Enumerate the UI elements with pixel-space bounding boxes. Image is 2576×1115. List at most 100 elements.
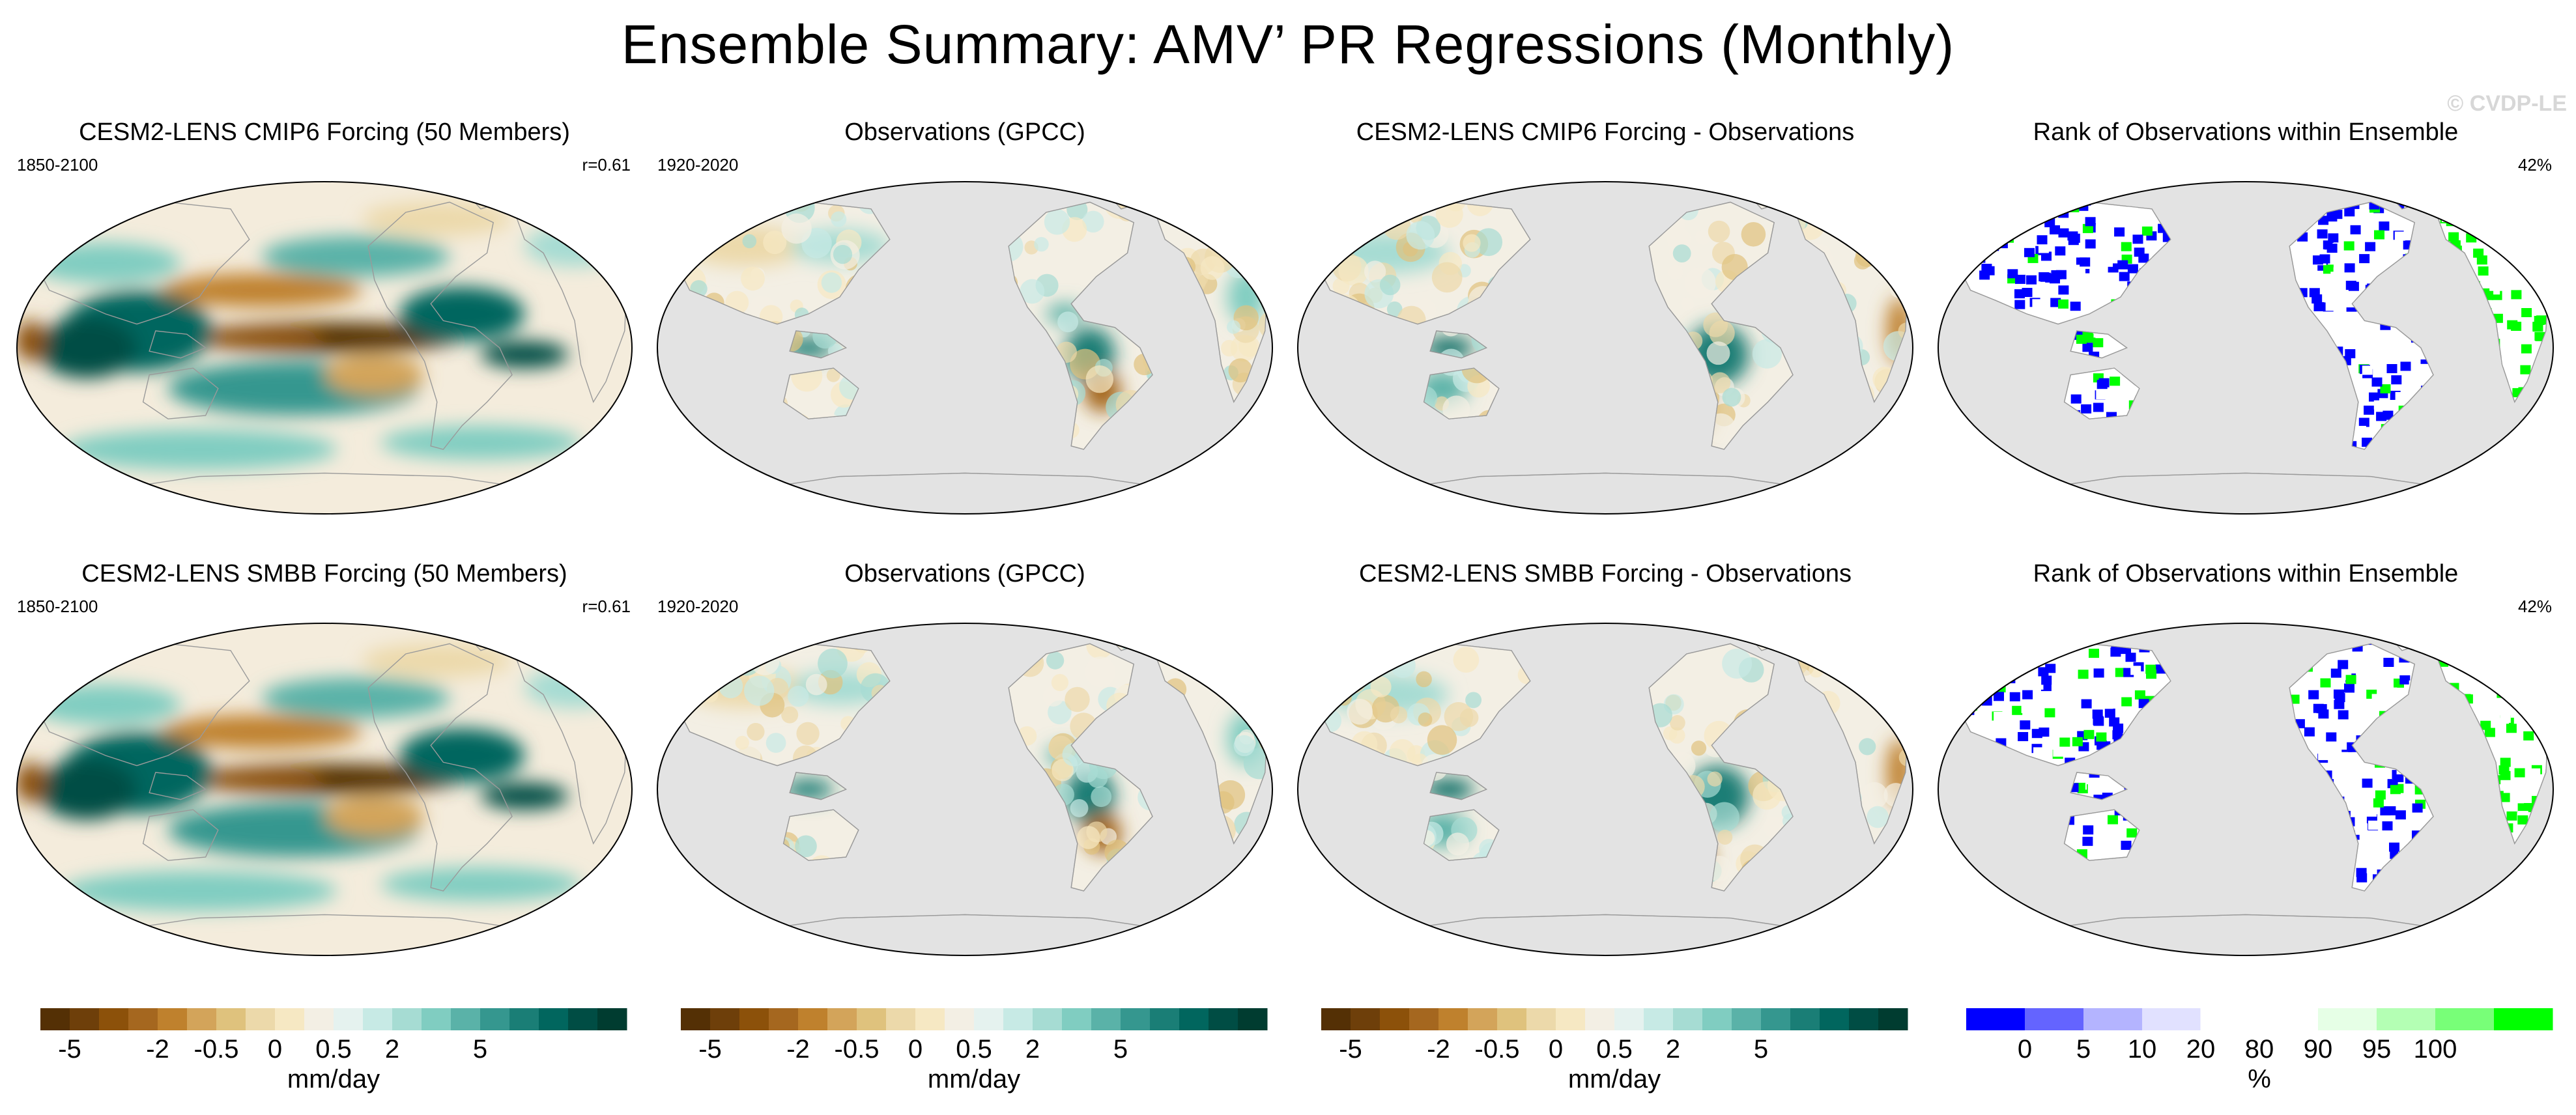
field-speckle bbox=[1672, 244, 1691, 263]
colorbar-swatch bbox=[99, 1008, 129, 1030]
rank-cell bbox=[2471, 516, 2482, 517]
rank-cell bbox=[1941, 647, 1951, 656]
colorbar-swatch bbox=[2318, 1008, 2377, 1030]
rank-cell bbox=[1995, 629, 2006, 639]
rank-cell bbox=[1951, 722, 1958, 731]
colorbar-swatch bbox=[480, 1008, 510, 1030]
colorbar-tick-label: 0 bbox=[1548, 1035, 1564, 1064]
field-speckle bbox=[1209, 223, 1233, 248]
rank-cell bbox=[1947, 485, 1958, 494]
field-speckle bbox=[763, 231, 787, 255]
rank-cell bbox=[2050, 225, 2060, 234]
rank-cell bbox=[2523, 864, 2534, 874]
rank-cell bbox=[2455, 924, 2465, 933]
rank-cell bbox=[2005, 646, 2016, 655]
rank-cell bbox=[1943, 479, 1954, 488]
colorbar: -5 -2 -0.5 0 0.5 2 5 mm/day bbox=[681, 1008, 1268, 1106]
field-speckle bbox=[1257, 658, 1268, 688]
rank-cell bbox=[2038, 244, 2049, 253]
rank-cell bbox=[2497, 688, 2508, 698]
panel-title: CESM2-LENS CMIP6 Forcing - Observations bbox=[1356, 119, 1855, 146]
field-speckle bbox=[1453, 647, 1480, 673]
rank-cell bbox=[1960, 468, 1971, 477]
rank-cell bbox=[2119, 272, 2130, 281]
rank-cell bbox=[2338, 710, 2349, 720]
rank-cell bbox=[2491, 921, 2502, 930]
rank-cell bbox=[2026, 275, 2037, 285]
map-background bbox=[1298, 623, 1913, 955]
world-map bbox=[1293, 181, 1913, 515]
field-speckle bbox=[1311, 185, 1313, 203]
rank-cell bbox=[2452, 509, 2462, 517]
colorbar-swatch bbox=[1849, 1008, 1879, 1030]
rank-cell bbox=[2121, 840, 2132, 850]
rank-cell bbox=[2515, 185, 2526, 189]
coastline-maritime bbox=[149, 772, 207, 800]
rank-cell bbox=[2495, 634, 2506, 643]
rank-cell bbox=[2427, 632, 2438, 642]
rank-cell bbox=[2004, 204, 2015, 213]
field-speckle bbox=[1444, 701, 1474, 731]
field-speckle bbox=[773, 185, 797, 195]
field-speckle bbox=[702, 686, 719, 703]
rank-cell bbox=[1969, 244, 1981, 253]
field-speckle bbox=[719, 674, 743, 699]
rank-cell bbox=[2032, 299, 2043, 309]
colorbar-tick-label: 0.5 bbox=[956, 1035, 992, 1064]
rank-cell bbox=[2225, 958, 2235, 959]
rank-cell bbox=[2491, 505, 2501, 514]
rank-cell bbox=[1951, 693, 1955, 703]
colorbar-swatch bbox=[2025, 1008, 2084, 1030]
rank-cell bbox=[2470, 957, 2480, 959]
rank-cell bbox=[2051, 186, 2062, 195]
rank-cell bbox=[2556, 219, 2558, 228]
rank-cell bbox=[2452, 630, 2463, 640]
colorbar-swatch bbox=[246, 1008, 276, 1030]
rank-cell bbox=[2459, 185, 2470, 189]
rank-cell bbox=[2033, 747, 2044, 757]
rank-cell bbox=[1960, 212, 1971, 221]
rank-cell bbox=[2514, 768, 2525, 778]
rank-cell bbox=[2471, 185, 2482, 190]
rank-cell bbox=[2532, 255, 2543, 264]
rank-cell bbox=[1977, 236, 1988, 246]
panel-title: CESM2-LENS SMBB Forcing (50 Members) bbox=[81, 560, 567, 587]
rank-cell bbox=[1984, 266, 1995, 275]
field-speckle bbox=[1708, 220, 1730, 243]
rank-cell bbox=[2250, 515, 2261, 518]
field-speckle bbox=[1405, 186, 1422, 203]
rank-cell bbox=[1936, 445, 1946, 455]
rank-cell bbox=[2025, 627, 2036, 632]
rank-cell bbox=[2534, 636, 2545, 645]
field-speckle bbox=[1367, 194, 1397, 224]
field-contour bbox=[162, 714, 362, 749]
colorbar-swatch bbox=[1033, 1008, 1063, 1030]
rank-cell bbox=[2052, 727, 2063, 737]
rank-cell bbox=[2481, 509, 2491, 518]
rank-cell bbox=[2355, 425, 2366, 435]
field-speckle bbox=[1293, 210, 1309, 234]
rank-cell bbox=[2526, 889, 2537, 892]
field-contour bbox=[324, 354, 425, 395]
rank-cell bbox=[1992, 627, 2003, 633]
rank-cell bbox=[2474, 627, 2485, 634]
rank-cell bbox=[2534, 424, 2545, 434]
rank-cell bbox=[1941, 206, 1951, 216]
rank-cell bbox=[2383, 410, 2394, 420]
rank-cell bbox=[2534, 332, 2545, 341]
rank-cell bbox=[2502, 210, 2513, 220]
field-speckle bbox=[1311, 220, 1320, 240]
rank-cell bbox=[2540, 638, 2549, 648]
rank-cell bbox=[2551, 308, 2558, 317]
rank-cell bbox=[2528, 712, 2540, 722]
rank-cell bbox=[2487, 915, 2498, 924]
rank-cell bbox=[2452, 913, 2462, 922]
rank-cell bbox=[1949, 511, 1959, 517]
rank-cell bbox=[2540, 482, 2550, 491]
rank-cell bbox=[2545, 664, 2549, 674]
coastline-maritime bbox=[2070, 330, 2128, 359]
colorbar: -5 -2 -0.5 0 0.5 2 5 mm/day bbox=[1321, 1008, 1908, 1106]
rank-cell bbox=[2531, 854, 2542, 864]
colorbar-tick-label: 5 bbox=[1113, 1035, 1128, 1064]
rank-cell bbox=[2305, 515, 2315, 517]
